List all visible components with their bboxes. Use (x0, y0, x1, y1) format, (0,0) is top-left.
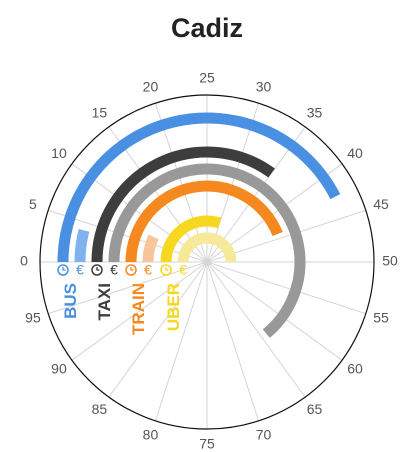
bar (177, 232, 237, 263)
grid-line (206, 261, 366, 315)
cost-icon: € (144, 262, 152, 278)
tick-label: 80 (143, 427, 159, 443)
tick-label: 50 (382, 253, 398, 269)
tick-label: 20 (143, 79, 159, 95)
category-label: BUS (61, 283, 80, 319)
tick-label: 25 (199, 70, 215, 86)
tick-label: 70 (256, 427, 272, 443)
clock-icon (160, 264, 172, 276)
chart-title: Cadiz (171, 13, 243, 43)
grid-line (206, 261, 260, 421)
tick-label: 10 (51, 145, 67, 161)
clock-hands (130, 267, 134, 271)
outer-circle (39, 94, 375, 430)
grid-line (206, 261, 343, 361)
bar (142, 234, 159, 263)
clock-face (125, 264, 137, 276)
grid-line (108, 261, 208, 398)
tick-label: 0 (20, 253, 28, 269)
clock-face (57, 264, 69, 276)
grid-line (206, 261, 306, 398)
tick-label: 15 (92, 105, 108, 121)
bar (74, 229, 90, 263)
bar (108, 163, 306, 338)
tick-label: 30 (256, 79, 272, 95)
tick-label: 40 (347, 145, 363, 161)
clock-face (91, 264, 103, 276)
cost-icon: € (179, 262, 187, 278)
clock-icon (125, 264, 137, 276)
tick-label: 85 (92, 401, 108, 417)
tick-label: 65 (307, 401, 323, 417)
tick-label: 35 (307, 105, 323, 121)
grid-line (71, 261, 208, 361)
category-label: UBER (164, 283, 183, 331)
category-label: TAXI (95, 283, 114, 320)
bar (57, 112, 341, 263)
clock-hands (165, 267, 169, 271)
bar (160, 215, 222, 263)
tick-label: 90 (51, 360, 67, 376)
bar (125, 180, 283, 263)
clock-icon (57, 264, 69, 276)
clock-hands (96, 267, 100, 271)
cost-icon: € (76, 262, 84, 278)
clock-face (160, 264, 172, 276)
tick-label: 45 (373, 196, 389, 212)
category-label: TRAIN (129, 283, 148, 335)
tick-label: 60 (347, 360, 363, 376)
cost-icon: € (110, 262, 118, 278)
tick-label: 55 (373, 309, 389, 325)
grid-line (48, 261, 208, 315)
tick-label: 5 (29, 196, 37, 212)
clock-hands (62, 267, 66, 271)
grid-line (154, 261, 208, 421)
tick-label: 75 (199, 436, 215, 452)
bar (91, 146, 275, 263)
clock-icon (91, 264, 103, 276)
tick-label: 95 (25, 309, 41, 325)
